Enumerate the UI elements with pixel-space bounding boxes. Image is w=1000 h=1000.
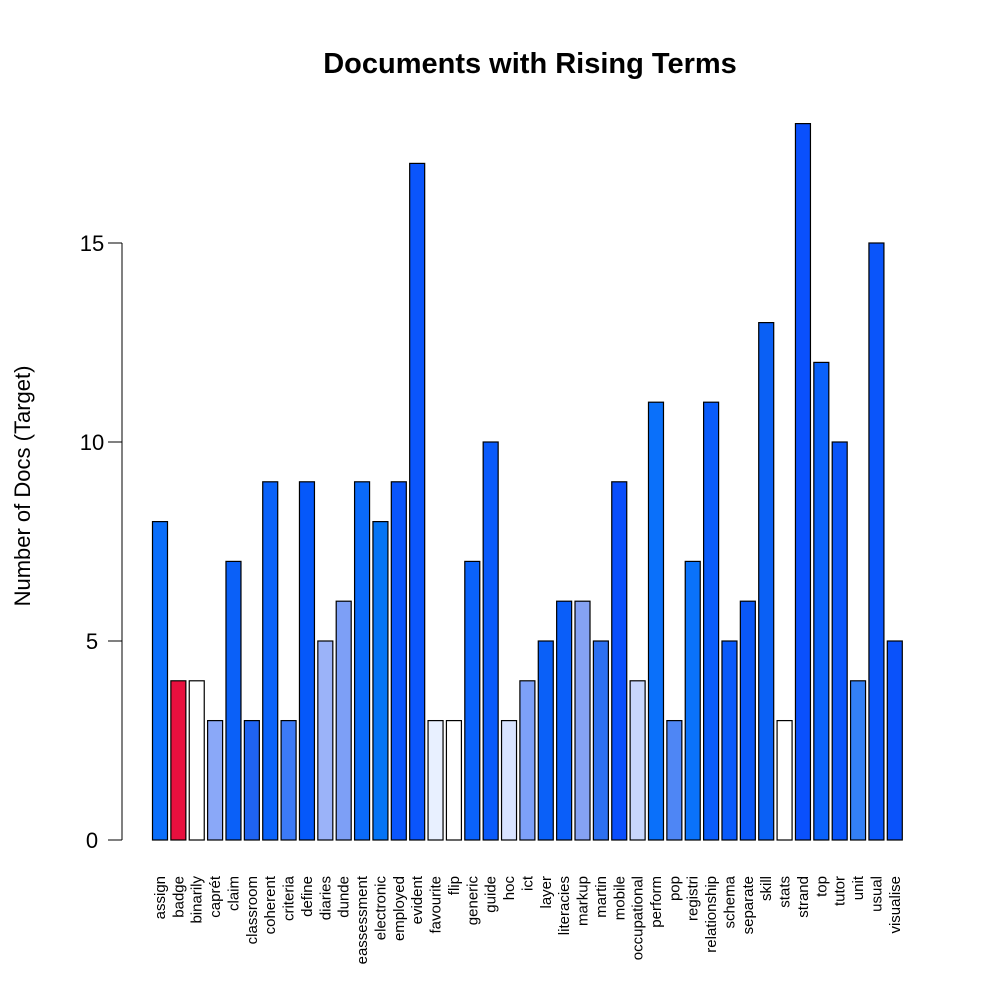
x-tick-label: registri [685,876,702,921]
bar-diaries [317,640,334,841]
x-tick-label: stats [777,876,794,908]
x-tick-label: occupational [630,876,647,960]
bar-binarily [188,680,205,841]
x-tick-label: assign [152,876,169,919]
bar-usual [868,242,885,841]
bar-occupational [629,680,646,841]
bar-tutor [831,441,848,841]
chart-title: Documents with Rising Terms [323,48,737,80]
y-tick-label: 5 [86,629,98,654]
bars [151,122,903,841]
bar-layer [537,640,554,841]
bar-claim [225,560,242,841]
y-tick-label: 10 [80,430,104,455]
x-tick-label: unit [850,875,867,900]
bar-registri [684,560,701,841]
bar-coherent [262,481,279,841]
bar-markup [574,600,591,841]
bar-employed [390,481,407,841]
bar-separate [739,600,756,841]
x-tick-label: martin [593,876,610,918]
y-axis: 0 5 10 15 [80,231,123,853]
bar-guide [482,441,499,841]
x-tick-label: diaries [317,876,334,920]
bar-schema [721,640,738,841]
x-tick-label: separate [740,876,757,934]
bar-favourite [427,719,444,841]
x-tick-label: classroom [244,876,261,944]
bar-evident [409,162,426,841]
y-axis-label: Number of Docs (Target) [10,366,35,607]
bar-relationship [702,401,720,841]
bar-define [298,481,316,841]
x-tick-label: claim [225,876,242,911]
bar-unit [849,680,867,841]
x-tick-label: generic [464,876,481,926]
x-tick-label: define [299,876,316,917]
x-tick-label: skill [758,876,775,901]
x-tick-label: flip [446,876,463,895]
bar-badge [170,680,187,841]
x-tick-label: guide [483,876,500,913]
x-tick-label: binarily [189,876,206,924]
bar-eassessment [353,481,371,841]
bar-flip [445,719,463,841]
bar-top [813,361,830,841]
bar-skill [758,322,775,841]
bar-stats [776,719,793,841]
x-tick-label: hoc [501,876,518,901]
x-tick-label: electronic [372,876,389,941]
bar-perform [647,401,665,841]
x-tick-label: evident [409,875,426,924]
x-tick-label: mobile [611,876,628,920]
x-tick-label: criteria [281,875,298,921]
bar-visualise [886,640,903,841]
bar-generic [464,560,481,841]
y-tick-label: 15 [80,231,104,256]
x-tick-label: usual [868,876,885,912]
x-tick-label: visualise [887,876,904,934]
x-tick-label: pop [666,876,683,901]
bar-caprét [207,719,224,841]
bar-assign [151,520,169,841]
x-tick-label: tutor [832,876,849,906]
bar-classroom [243,719,260,841]
bar-electronic [372,520,389,841]
x-tick-label: employed [391,876,408,941]
x-tick-label: literacies [556,876,573,935]
x-tick-label: favourite [428,876,445,934]
bar-pop [666,719,683,841]
x-tick-label: markup [575,876,592,926]
bar-mobile [611,481,628,841]
bar-martin [592,640,609,841]
x-tick-label: strand [795,876,812,918]
x-tick-label: coherent [262,875,279,934]
y-tick-label: 0 [86,828,98,853]
x-tick-label: caprét [207,875,224,918]
category-labels: assign badge binarily caprét claim classroom c… [152,875,904,964]
bar-dunde [335,600,352,841]
bar-ict [519,680,536,841]
x-tick-label: relationship [703,876,720,953]
x-tick-label: dunde [336,876,353,918]
x-tick-label: layer [538,876,555,909]
x-tick-label: top [813,876,830,897]
bar-criteria [280,719,297,841]
x-tick-label: perform [648,876,665,928]
x-tick-label: badge [170,876,187,918]
x-tick-label: eassessment [354,875,371,964]
x-tick-label: ict [519,875,536,891]
bar-strand [794,122,812,841]
bar-literacies [556,600,573,841]
x-tick-label: schema [721,875,738,928]
bar-hoc [500,719,518,841]
